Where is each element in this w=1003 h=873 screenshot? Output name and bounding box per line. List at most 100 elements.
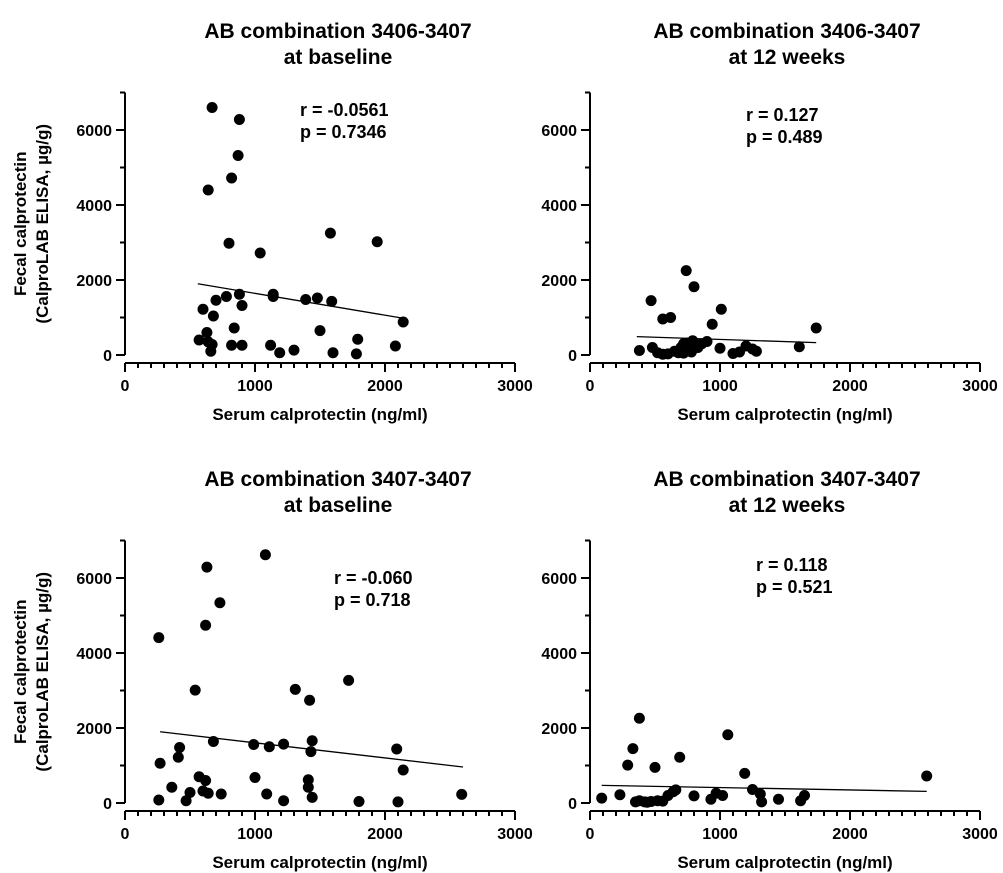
data-point [228,322,240,334]
data-point [722,729,734,741]
data-point [202,184,214,196]
data-point [200,619,212,631]
data-point [672,347,684,359]
data-point [633,345,645,356]
data-point [456,788,468,800]
data-point [701,336,713,347]
data-point [207,310,219,322]
chart-panel-4: AB combination 3407-3407 at 12 weeks 0 2000… [541,468,997,872]
data-point [674,751,686,763]
x-axis-label: Serum calprotectin (ng/ml) [677,853,892,872]
regression-line [636,335,817,344]
x-tick-label: 3000 [497,378,533,395]
data-point [810,322,822,334]
data-point [391,743,403,755]
data-point [389,340,401,352]
data-point [314,325,326,337]
chart-title-line: at 12 weeks [729,494,846,517]
data-point [754,788,766,800]
data-point [166,781,178,793]
x-axis-label: Serum calprotectin (ng/ml) [212,853,427,872]
data-point [153,794,165,806]
y-tick-label: 6000 [76,571,112,588]
data-point [688,790,700,802]
chart-panel-3: AB combination 3407-3407 at baseline Fecal… [11,468,533,872]
stat-annotation-line: r = -0.0561 [300,100,389,120]
data-point [397,316,409,328]
y-tick-label: 6000 [541,571,577,588]
stat-annotation-line: p = 0.489 [746,127,823,147]
data-point [202,787,214,799]
data-point [259,549,271,561]
y-tick-label: 4000 [76,198,112,215]
data-point [274,347,286,359]
x-tick-label: 0 [586,378,595,395]
data-point [793,341,805,353]
chart-title-line: at 12 weeks [729,46,846,69]
data-point [153,632,165,644]
y-axis-label-line: Fecal calprotectin [11,151,30,296]
chart-title-line: AB combination 3406-3407 [204,20,471,43]
data-point [267,291,279,302]
data-point [289,683,301,695]
data-point [180,795,192,807]
x-tick-label: 2000 [832,826,868,843]
data-point [627,743,639,755]
stat-annotation-line: p = 0.521 [756,577,833,597]
data-point [657,348,669,360]
data-point [596,792,608,804]
data-point [311,292,323,304]
data-point [343,674,355,686]
data-point [193,334,205,346]
y-axis-label-line: (CalproLAB ELISA, µg/g) [33,124,52,324]
x-axis-label: Serum calprotectin (ng/ml) [677,405,892,424]
x-tick-label: 1000 [702,378,738,395]
data-point [614,789,626,801]
data-point [300,294,312,305]
y-axis-label-line: Fecal calprotectin [11,599,30,744]
data-point [278,795,290,807]
data-point [324,227,336,239]
data-point [215,788,227,800]
data-point [630,796,641,808]
data-point [392,796,404,808]
data-point [189,684,201,696]
data-point [233,288,245,300]
data-point [197,303,209,315]
stat-annotation-line: p = 0.7346 [300,122,387,142]
data-point [665,312,677,323]
data-point [397,764,409,776]
data-point [633,712,645,724]
y-tick-label: 0 [568,796,577,813]
y-tick-label: 2000 [541,721,577,738]
data-point [236,339,248,351]
data-point [717,790,729,801]
chart-panel-2: AB combination 3406-3407 at 12 weeks 0 2000… [541,20,997,424]
x-tick-label: 2000 [367,378,403,395]
data-point [352,333,364,345]
data-point [232,150,244,161]
chart-title-line: at baseline [284,46,393,69]
y-tick-label: 4000 [76,646,112,663]
data-point [254,247,266,259]
data-point [921,770,933,782]
data-point [706,318,718,330]
data-point [214,597,226,609]
data-point [641,796,653,808]
y-tick-label: 2000 [541,273,577,290]
x-tick-label: 3000 [962,378,998,395]
data-point [306,735,318,747]
y-tick-label: 0 [103,796,112,813]
data-point [688,281,700,293]
stat-annotation-line: r = 0.127 [746,105,819,125]
data-point [201,561,213,573]
x-tick-label: 3000 [962,826,998,843]
data-point [261,788,273,800]
data-point [714,342,726,354]
data-point [206,102,218,113]
data-point [226,172,238,184]
data-point [622,759,634,771]
stat-annotation-line: r = -0.060 [334,568,413,588]
data-point [226,339,238,351]
